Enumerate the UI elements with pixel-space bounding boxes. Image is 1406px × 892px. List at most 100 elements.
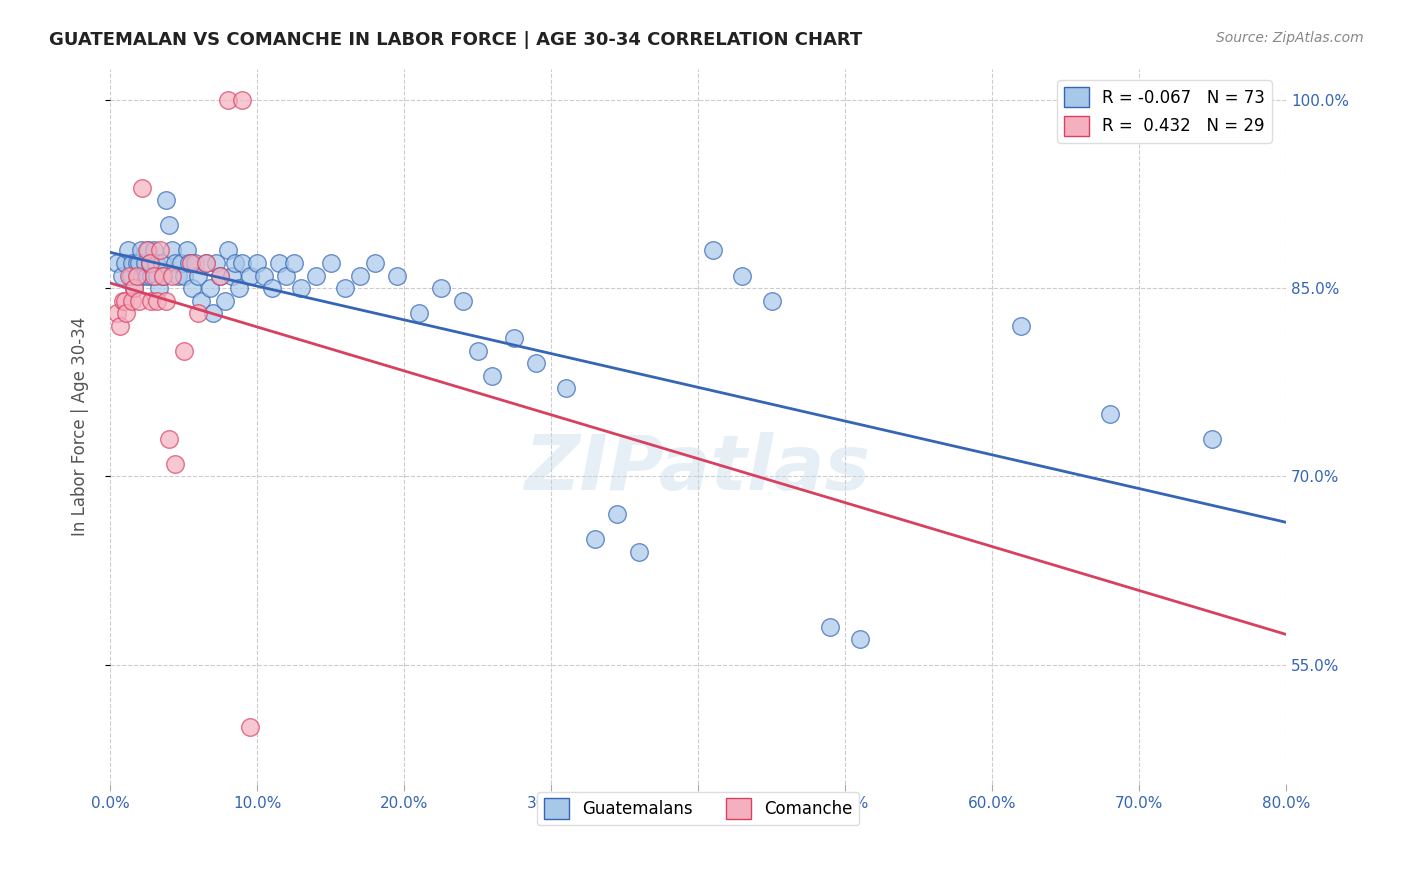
Point bbox=[181, 281, 204, 295]
Point bbox=[290, 281, 312, 295]
Point bbox=[194, 256, 217, 270]
Point bbox=[152, 268, 174, 283]
Point bbox=[135, 268, 157, 283]
Point bbox=[122, 281, 145, 295]
Point bbox=[187, 306, 209, 320]
Point bbox=[114, 256, 136, 270]
Point bbox=[143, 244, 166, 258]
Point bbox=[122, 281, 145, 295]
Point bbox=[127, 268, 149, 283]
Point bbox=[363, 256, 385, 270]
Point bbox=[430, 281, 453, 295]
Point bbox=[136, 244, 159, 258]
Point bbox=[139, 256, 162, 270]
Point bbox=[173, 268, 195, 283]
Point bbox=[503, 331, 526, 345]
Point bbox=[231, 256, 253, 270]
Point bbox=[107, 306, 129, 320]
Point bbox=[606, 507, 628, 521]
Point bbox=[731, 268, 754, 283]
Point bbox=[1010, 318, 1032, 333]
Point bbox=[187, 268, 209, 283]
Text: ZIPatlas: ZIPatlas bbox=[524, 432, 870, 506]
Point bbox=[260, 281, 283, 295]
Point bbox=[163, 457, 186, 471]
Point bbox=[583, 532, 606, 546]
Point bbox=[385, 268, 408, 283]
Point bbox=[628, 544, 651, 558]
Point bbox=[194, 256, 217, 270]
Point bbox=[131, 268, 153, 283]
Point bbox=[217, 93, 239, 107]
Point bbox=[118, 268, 141, 283]
Point bbox=[319, 256, 342, 270]
Point bbox=[155, 194, 177, 208]
Y-axis label: In Labor Force | Age 30-34: In Labor Force | Age 30-34 bbox=[72, 317, 89, 536]
Point bbox=[145, 256, 167, 270]
Point bbox=[163, 256, 186, 270]
Point bbox=[224, 256, 246, 270]
Point bbox=[408, 306, 430, 320]
Point bbox=[848, 632, 870, 647]
Point bbox=[131, 180, 153, 194]
Point bbox=[221, 268, 243, 283]
Text: Source: ZipAtlas.com: Source: ZipAtlas.com bbox=[1216, 31, 1364, 45]
Point bbox=[481, 368, 503, 383]
Point bbox=[157, 219, 180, 233]
Point bbox=[107, 256, 129, 270]
Point bbox=[451, 293, 474, 308]
Point bbox=[150, 256, 173, 270]
Point bbox=[276, 268, 298, 283]
Point bbox=[114, 293, 136, 308]
Point bbox=[125, 268, 148, 283]
Point bbox=[125, 256, 148, 270]
Point bbox=[283, 256, 305, 270]
Point bbox=[205, 256, 228, 270]
Point bbox=[135, 244, 157, 258]
Point bbox=[152, 268, 174, 283]
Point bbox=[149, 244, 172, 258]
Point bbox=[110, 318, 132, 333]
Point bbox=[820, 620, 842, 634]
Point bbox=[120, 268, 142, 283]
Point bbox=[180, 256, 202, 270]
Point bbox=[190, 293, 212, 308]
Point bbox=[554, 382, 576, 396]
Point bbox=[160, 244, 183, 258]
Point bbox=[761, 293, 783, 308]
Point bbox=[467, 343, 489, 358]
Point bbox=[141, 268, 163, 283]
Point bbox=[146, 268, 169, 283]
Point bbox=[349, 268, 371, 283]
Point bbox=[139, 256, 162, 270]
Point bbox=[214, 293, 236, 308]
Point bbox=[1201, 432, 1223, 446]
Point bbox=[524, 356, 547, 370]
Point bbox=[166, 268, 188, 283]
Point bbox=[217, 244, 239, 258]
Point bbox=[117, 244, 139, 258]
Point bbox=[141, 293, 163, 308]
Point bbox=[121, 256, 143, 270]
Point bbox=[157, 432, 180, 446]
Point bbox=[143, 268, 166, 283]
Point bbox=[702, 244, 724, 258]
Point bbox=[228, 281, 250, 295]
Point bbox=[111, 268, 134, 283]
Point bbox=[198, 281, 221, 295]
Point bbox=[173, 343, 195, 358]
Point bbox=[335, 281, 357, 295]
Point bbox=[160, 268, 183, 283]
Point bbox=[115, 306, 138, 320]
Text: GUATEMALAN VS COMANCHE IN LABOR FORCE | AGE 30-34 CORRELATION CHART: GUATEMALAN VS COMANCHE IN LABOR FORCE | … bbox=[49, 31, 862, 49]
Point bbox=[179, 256, 201, 270]
Point bbox=[128, 256, 150, 270]
Point bbox=[305, 268, 328, 283]
Point bbox=[128, 293, 150, 308]
Point bbox=[169, 256, 191, 270]
Point bbox=[209, 268, 232, 283]
Point bbox=[209, 268, 232, 283]
Point bbox=[148, 281, 170, 295]
Point bbox=[146, 293, 169, 308]
Point bbox=[253, 268, 276, 283]
